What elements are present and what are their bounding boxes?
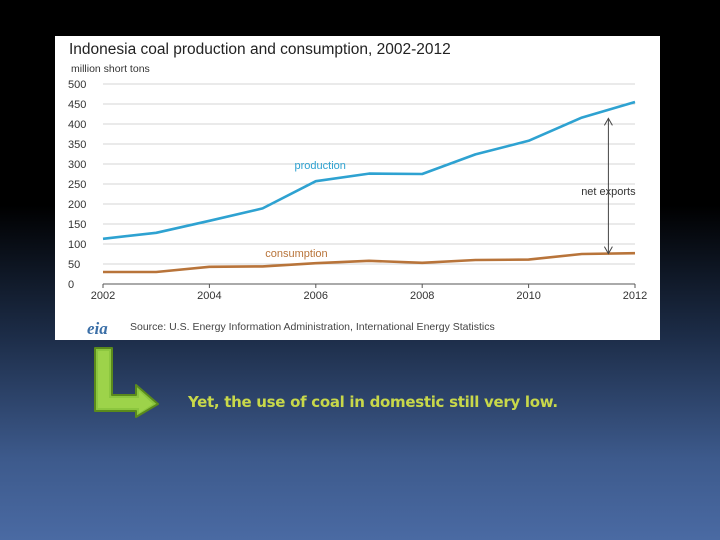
arrow-head-down-icon — [603, 246, 613, 255]
slide-caption: Yet, the use of coal in domestic still v… — [188, 393, 558, 411]
y-tick-label: 50 — [68, 259, 80, 271]
x-tick-label: 2008 — [410, 290, 434, 302]
eia-logo: eia — [87, 319, 108, 338]
y-tick-label: 400 — [68, 119, 86, 131]
green-bent-arrow-icon — [94, 347, 159, 418]
chart-title: Indonesia coal production and consumptio… — [69, 41, 451, 58]
y-tick-label: 100 — [68, 239, 86, 251]
y-tick-label: 500 — [68, 79, 86, 91]
y-tick-label: 350 — [68, 139, 86, 151]
x-tick-label: 2004 — [197, 290, 221, 302]
y-axis-unit-label: million short tons — [71, 63, 150, 75]
x-tick-label: 2006 — [304, 290, 328, 302]
net-exports-label: net exports — [581, 186, 636, 198]
series-line-production — [102, 100, 636, 241]
y-tick-label: 150 — [68, 219, 86, 231]
chart-plot: 0 50 100 150 200 250 300 350 400 450 500 2002 2004 20… — [68, 79, 647, 302]
series-label-consumption: consumption — [265, 248, 327, 260]
y-tick-label: 450 — [68, 99, 86, 111]
chart-panel: 0 50 100 150 200 250 300 350 400 450 500 2002 2004 20… — [55, 36, 660, 340]
y-tick-label: 250 — [68, 179, 86, 191]
series-line-consumption — [103, 251, 636, 274]
arrow-head-up-icon — [603, 117, 613, 126]
y-tick-label: 200 — [68, 199, 86, 211]
y-tick-label: 300 — [68, 159, 86, 171]
x-tick-label: 2012 — [623, 290, 647, 302]
y-tick-label: 0 — [68, 279, 74, 291]
x-tick-label: 2010 — [516, 290, 540, 302]
source-note: Source: U.S. Energy Information Administ… — [130, 321, 495, 333]
series-label-production: production — [295, 160, 346, 172]
x-tick-label: 2002 — [91, 290, 115, 302]
